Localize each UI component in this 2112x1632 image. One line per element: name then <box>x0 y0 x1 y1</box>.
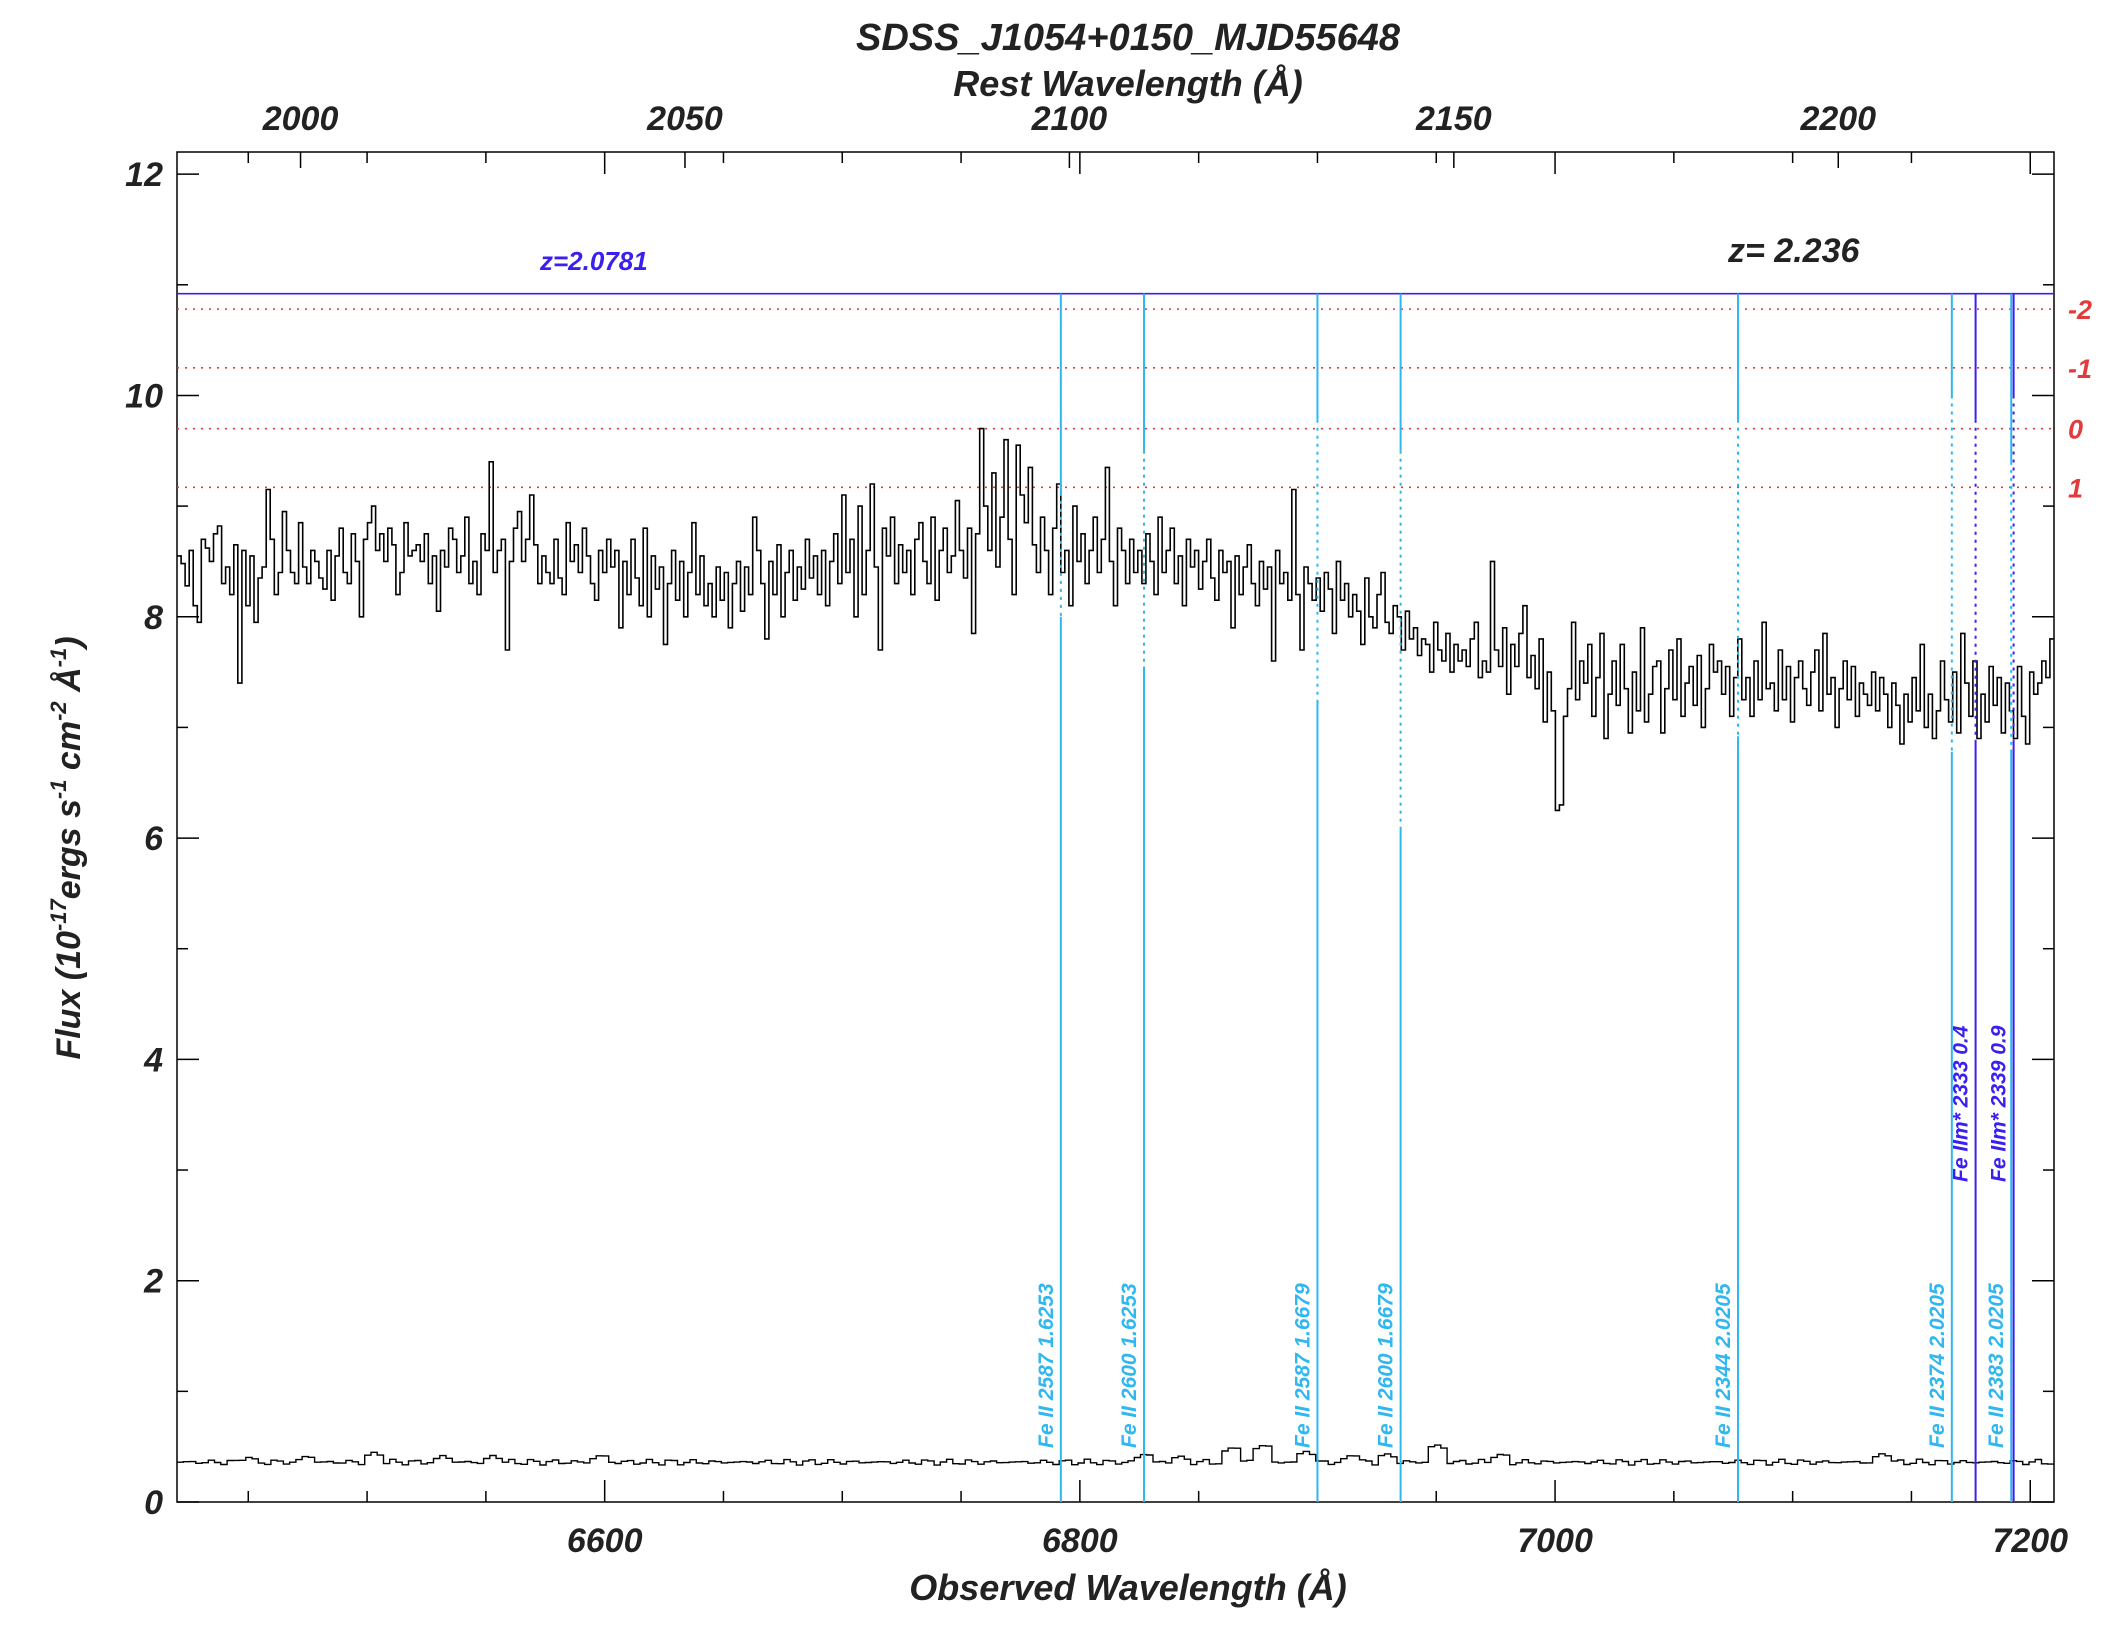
chart-title: SDSS_J1054+0150_MJD55648 <box>856 17 1401 59</box>
plot-area: 6600 6800 7000 7200 2000 2050 2100 2150 2200 0 2 4 6… <box>125 100 2092 1560</box>
y-tick-label: 0 <box>144 1484 163 1522</box>
rest-tick-label: 2100 <box>1031 100 1108 138</box>
line-marker-label: Fe IIm* 2333 0.4 <box>1950 1025 1973 1182</box>
line-marker-label: Fe II 2587 1.6679 <box>1292 1283 1315 1448</box>
plot-frame <box>176 151 2055 1503</box>
y-tick-label: 10 <box>125 377 163 415</box>
x-tick-label: 6600 <box>567 1522 643 1560</box>
line-marker-label: Fe IIm* 2339 0.9 <box>1988 1025 2011 1182</box>
y-tick-label: 4 <box>143 1041 163 1079</box>
ref-level-label: -2 <box>2068 295 2092 325</box>
y-label-part: Å <box>50 667 88 701</box>
y-tick-label: 2 <box>143 1263 163 1301</box>
error-spectrum <box>177 1444 2054 1466</box>
y-label-part: ) <box>50 636 88 650</box>
y-label-part: cm <box>50 721 88 780</box>
ref-level-label: 0 <box>2068 415 2083 445</box>
x-tick-label: 7200 <box>1992 1522 2068 1560</box>
ref-level-label: -1 <box>2068 354 2092 384</box>
y-tick-label: 6 <box>144 820 164 858</box>
rest-tick-label: 2000 <box>262 100 339 138</box>
line-marker-label: Fe II 2344 2.0205 <box>1712 1283 1735 1448</box>
flux-spectrum <box>177 427 2054 812</box>
y-label-part: -1 <box>46 648 71 668</box>
line-marker-label: Fe II 2383 2.0205 <box>1985 1283 2008 1448</box>
rest-tick-label: 2150 <box>1415 100 1492 138</box>
y-label-part: -1 <box>46 780 71 800</box>
z-label: z= 2.236 <box>1727 232 1860 270</box>
line-marker-label: Fe II 2374 2.0205 <box>1926 1283 1949 1448</box>
x-tick-label: 6800 <box>1042 1522 1118 1560</box>
x-axis-label: Observed Wavelength (Å) <box>909 1567 1346 1608</box>
y-tick-label: 12 <box>125 156 163 194</box>
rest-axis-label: Rest Wavelength (Å) <box>953 63 1302 104</box>
y-label-part: -17 <box>46 897 71 931</box>
y-label-part: Flux (10 <box>50 931 88 1060</box>
y-tick-label: 8 <box>144 599 163 637</box>
y-axis-label: Flux (10-17ergs s-1 cm-2 Å-1) <box>46 636 88 1059</box>
line-marker-label: Fe II 2600 1.6253 <box>1118 1283 1141 1448</box>
rest-tick-label: 2200 <box>1799 100 1876 138</box>
x-tick-label: 7000 <box>1517 1522 1593 1560</box>
ref-level-label: 1 <box>2068 473 2083 503</box>
absorber-label: z=2.0781 <box>539 246 648 276</box>
y-label-part: -2 <box>46 701 71 721</box>
y-label-part: ergs s <box>50 799 88 899</box>
line-marker-label: Fe II 2587 1.6253 <box>1035 1283 1058 1448</box>
rest-tick-label: 2050 <box>646 100 723 138</box>
line-marker-label: Fe II 2600 1.6679 <box>1375 1283 1398 1448</box>
